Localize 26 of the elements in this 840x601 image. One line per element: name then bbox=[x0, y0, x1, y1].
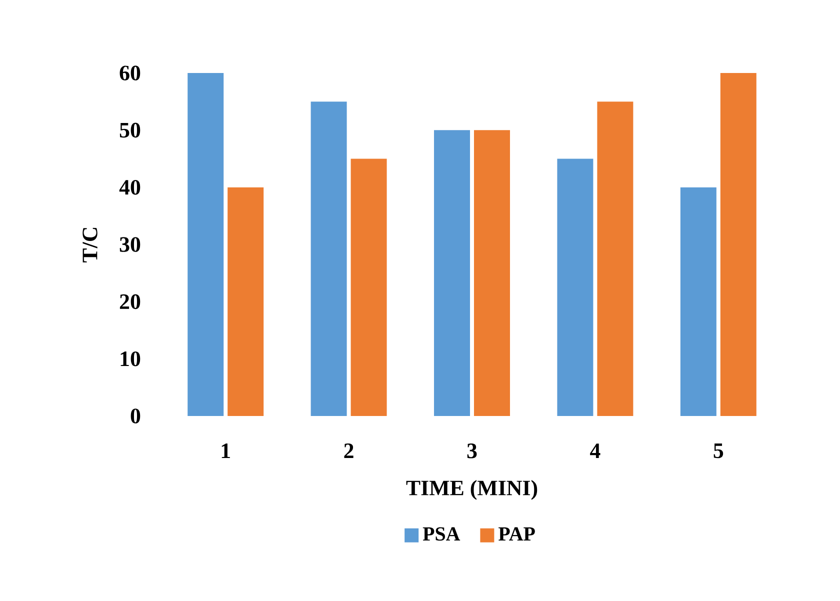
y-axis-title: T/C bbox=[82, 228, 98, 262]
bar bbox=[350, 158, 387, 416]
bar bbox=[680, 187, 716, 416]
x-tick-label: 2 bbox=[344, 444, 354, 458]
x-tick-label: 3 bbox=[467, 444, 477, 458]
legend-label: PAP bbox=[498, 527, 535, 540]
y-tick-label: 50 bbox=[120, 122, 140, 138]
y-tick-label: 30 bbox=[120, 237, 140, 252]
x-tick-label: 4 bbox=[590, 444, 600, 458]
x-tick-label: 1 bbox=[222, 444, 230, 458]
y-tick-label: 40 bbox=[119, 180, 140, 195]
legend-label: PSA bbox=[422, 527, 460, 541]
x-axis-title: TIME (MINI) bbox=[406, 480, 538, 500]
bar bbox=[310, 102, 347, 416]
bar bbox=[434, 130, 470, 416]
bar bbox=[720, 73, 756, 416]
y-tick-label: 0 bbox=[130, 408, 140, 424]
y-tick-label: 20 bbox=[120, 294, 140, 310]
bar bbox=[557, 158, 594, 416]
y-tick-label: 60 bbox=[120, 66, 140, 80]
bar bbox=[474, 130, 510, 416]
bar bbox=[597, 102, 634, 416]
bar bbox=[188, 73, 224, 416]
y-tick-label: 10 bbox=[120, 351, 140, 366]
x-tick-label: 5 bbox=[714, 444, 724, 458]
bar bbox=[228, 187, 264, 416]
